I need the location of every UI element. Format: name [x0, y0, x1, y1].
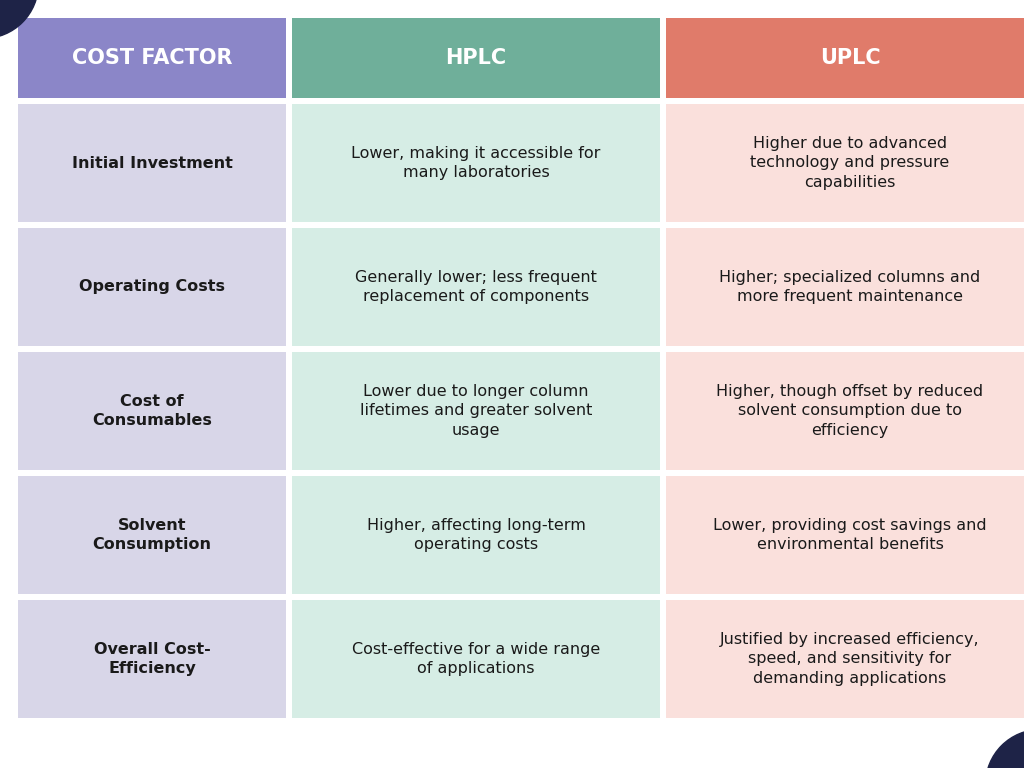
Bar — [292, 352, 660, 470]
Bar — [18, 600, 286, 718]
Text: HPLC: HPLC — [445, 48, 507, 68]
Text: Initial Investment: Initial Investment — [72, 155, 232, 170]
Bar — [18, 352, 286, 470]
Text: Lower due to longer column
lifetimes and greater solvent
usage: Lower due to longer column lifetimes and… — [359, 384, 592, 439]
Text: Lower, making it accessible for
many laboratories: Lower, making it accessible for many lab… — [351, 146, 601, 180]
Text: Generally lower; less frequent
replacement of components: Generally lower; less frequent replaceme… — [355, 270, 597, 304]
Text: UPLC: UPLC — [819, 48, 881, 68]
Bar — [18, 18, 286, 98]
Bar — [292, 104, 660, 222]
Bar — [292, 18, 660, 98]
Bar — [666, 228, 1024, 346]
Text: Cost-effective for a wide range
of applications: Cost-effective for a wide range of appli… — [352, 641, 600, 677]
Text: Cost of
Consumables: Cost of Consumables — [92, 394, 212, 429]
Text: Higher, affecting long-term
operating costs: Higher, affecting long-term operating co… — [367, 518, 586, 552]
Circle shape — [985, 730, 1024, 768]
Text: Lower, providing cost savings and
environmental benefits: Lower, providing cost savings and enviro… — [713, 518, 987, 552]
Bar — [666, 476, 1024, 594]
Bar — [666, 104, 1024, 222]
Bar — [292, 476, 660, 594]
Bar — [18, 104, 286, 222]
Bar — [292, 228, 660, 346]
Text: Justified by increased efficiency,
speed, and sensitivity for
demanding applicat: Justified by increased efficiency, speed… — [720, 632, 980, 687]
Text: Higher; specialized columns and
more frequent maintenance: Higher; specialized columns and more fre… — [720, 270, 981, 304]
Bar — [666, 18, 1024, 98]
Text: Solvent
Consumption: Solvent Consumption — [92, 518, 212, 552]
Bar — [666, 352, 1024, 470]
Text: Overall Cost-
Efficiency: Overall Cost- Efficiency — [93, 641, 210, 677]
Bar — [666, 600, 1024, 718]
Bar — [18, 476, 286, 594]
Text: COST FACTOR: COST FACTOR — [72, 48, 232, 68]
Circle shape — [0, 0, 39, 38]
Bar — [292, 600, 660, 718]
Text: Operating Costs: Operating Costs — [79, 280, 225, 294]
Text: Higher, though offset by reduced
solvent consumption due to
efficiency: Higher, though offset by reduced solvent… — [717, 384, 984, 439]
Bar — [18, 228, 286, 346]
Text: Higher due to advanced
technology and pressure
capabilities: Higher due to advanced technology and pr… — [751, 136, 949, 190]
